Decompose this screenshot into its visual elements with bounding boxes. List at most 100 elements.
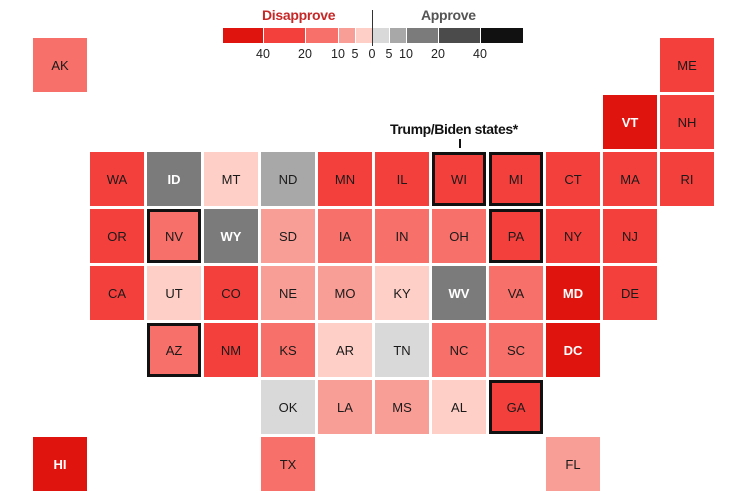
state-label: IA bbox=[338, 228, 352, 244]
state-tile-ar: AR bbox=[318, 323, 372, 377]
state-tile-la: LA bbox=[318, 380, 372, 434]
state-label: DE bbox=[620, 285, 640, 301]
state-label: CA bbox=[107, 285, 127, 301]
legend-swatch-a20 bbox=[439, 28, 480, 43]
state-tile-id: ID bbox=[147, 152, 201, 206]
legend-swatch-d5 bbox=[339, 28, 355, 43]
state-tile-tn: TN bbox=[375, 323, 429, 377]
state-label: ID bbox=[167, 171, 181, 187]
state-label: UT bbox=[165, 285, 183, 301]
state-tile-va: VA bbox=[489, 266, 543, 320]
state-label: IL bbox=[396, 171, 408, 187]
state-label: CT bbox=[564, 171, 582, 187]
state-label: IN bbox=[395, 228, 409, 244]
legend-tick-label: 5 bbox=[385, 47, 393, 61]
state-label: SD bbox=[278, 228, 298, 244]
state-label: FL bbox=[565, 456, 581, 472]
state-tile-nj: NJ bbox=[603, 209, 657, 263]
state-tile-wi: WI bbox=[432, 152, 486, 206]
state-tile-nc: NC bbox=[432, 323, 486, 377]
state-label: DC bbox=[563, 342, 583, 358]
state-label: AK bbox=[51, 57, 69, 73]
state-label: MN bbox=[334, 171, 356, 187]
state-label: NH bbox=[677, 114, 697, 130]
legend-tick-label: 10 bbox=[331, 47, 345, 61]
state-label: MI bbox=[508, 171, 524, 187]
legend-tick-label: 40 bbox=[473, 47, 487, 61]
state-tile-md: MD bbox=[546, 266, 600, 320]
state-tile-nh: NH bbox=[660, 95, 714, 149]
state-tile-nv: NV bbox=[147, 209, 201, 263]
state-label: ME bbox=[677, 57, 697, 73]
annotation-pointer bbox=[459, 139, 461, 148]
state-label: PA bbox=[507, 228, 525, 244]
state-label: RI bbox=[680, 171, 694, 187]
state-tile-nd: ND bbox=[261, 152, 315, 206]
state-label: NM bbox=[220, 342, 242, 358]
state-tile-ia: IA bbox=[318, 209, 372, 263]
state-label: TN bbox=[393, 342, 411, 358]
legend-tick-label: 5 bbox=[351, 47, 359, 61]
legend-swatch-a40 bbox=[481, 28, 523, 43]
legend-center-divider bbox=[372, 10, 373, 46]
state-tile-ak: AK bbox=[33, 38, 87, 92]
state-label: KY bbox=[393, 285, 411, 301]
state-label: NE bbox=[278, 285, 298, 301]
state-label: NC bbox=[449, 342, 469, 358]
state-label: OK bbox=[278, 399, 298, 415]
legend-tick-label: 20 bbox=[298, 47, 312, 61]
state-label: AL bbox=[451, 399, 467, 415]
state-tile-tx: TX bbox=[261, 437, 315, 491]
state-label: NJ bbox=[622, 228, 638, 244]
state-tile-mn: MN bbox=[318, 152, 372, 206]
state-tile-wv: WV bbox=[432, 266, 486, 320]
state-label: MD bbox=[562, 285, 584, 301]
state-tile-mt: MT bbox=[204, 152, 258, 206]
state-label: KS bbox=[279, 342, 297, 358]
state-label: MS bbox=[392, 399, 412, 415]
state-tile-de: DE bbox=[603, 266, 657, 320]
state-tile-ut: UT bbox=[147, 266, 201, 320]
state-tile-nm: NM bbox=[204, 323, 258, 377]
state-tile-oh: OH bbox=[432, 209, 486, 263]
state-label: SC bbox=[506, 342, 526, 358]
state-tile-al: AL bbox=[432, 380, 486, 434]
state-label: WV bbox=[448, 285, 470, 301]
state-tile-ky: KY bbox=[375, 266, 429, 320]
legend-disapprove-label: Disapprove bbox=[262, 7, 336, 23]
state-tile-wa: WA bbox=[90, 152, 144, 206]
state-label: ND bbox=[278, 171, 298, 187]
state-label: NV bbox=[164, 228, 184, 244]
legend-tick-label: 0 bbox=[368, 47, 376, 61]
state-tile-ne: NE bbox=[261, 266, 315, 320]
state-tile-ga: GA bbox=[489, 380, 543, 434]
state-label: WA bbox=[106, 171, 128, 187]
state-label: WY bbox=[220, 228, 242, 244]
state-label: LA bbox=[337, 399, 353, 415]
state-label: VA bbox=[507, 285, 525, 301]
state-label: AR bbox=[335, 342, 355, 358]
legend-swatch-d40 bbox=[223, 28, 263, 43]
state-tile-pa: PA bbox=[489, 209, 543, 263]
legend-swatch-a10 bbox=[407, 28, 438, 43]
state-label: AZ bbox=[165, 342, 183, 358]
state-tile-ma: MA bbox=[603, 152, 657, 206]
state-tile-ny: NY bbox=[546, 209, 600, 263]
state-tile-dc: DC bbox=[546, 323, 600, 377]
state-tile-wy: WY bbox=[204, 209, 258, 263]
state-tile-ct: CT bbox=[546, 152, 600, 206]
state-label: CO bbox=[221, 285, 241, 301]
state-label: MT bbox=[221, 171, 241, 187]
state-label: MA bbox=[620, 171, 640, 187]
legend-swatch-d10 bbox=[306, 28, 338, 43]
legend-tick-label: 10 bbox=[399, 47, 413, 61]
legend-approve-label: Approve bbox=[421, 7, 476, 23]
state-tile-ms: MS bbox=[375, 380, 429, 434]
state-label: NY bbox=[563, 228, 583, 244]
state-label: WI bbox=[451, 171, 467, 187]
state-label: OH bbox=[449, 228, 469, 244]
state-tile-fl: FL bbox=[546, 437, 600, 491]
state-label: MO bbox=[334, 285, 356, 301]
state-label: VT bbox=[621, 114, 639, 130]
state-tile-sc: SC bbox=[489, 323, 543, 377]
